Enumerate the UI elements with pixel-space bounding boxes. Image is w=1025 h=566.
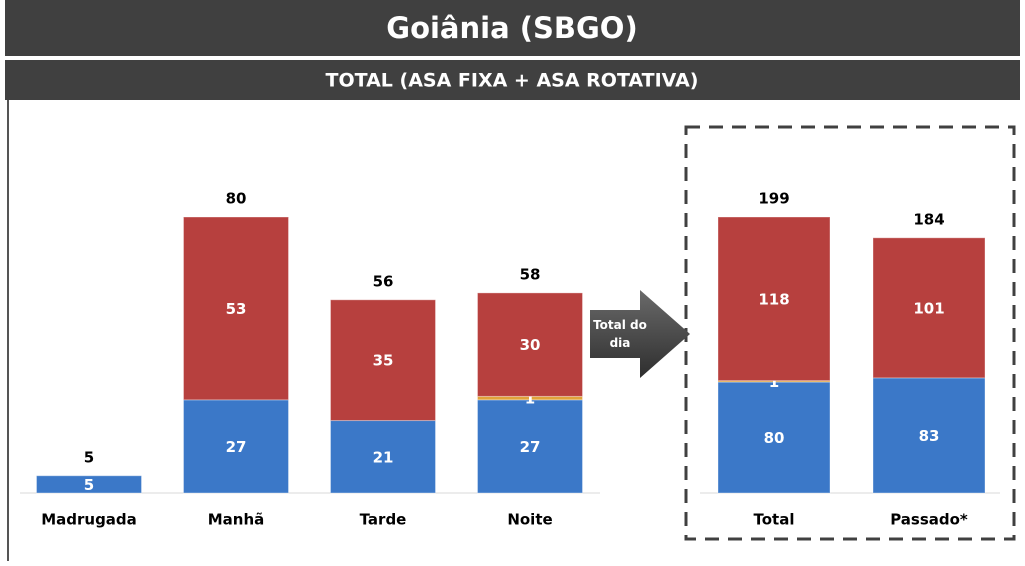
data-label: 5	[84, 476, 94, 494]
bar-segment	[330, 420, 436, 494]
title-bar	[5, 0, 1020, 56]
annotation-text: Total do	[593, 318, 647, 332]
bar-segment	[872, 377, 986, 494]
total-label: 58	[520, 265, 541, 283]
bar-segment	[183, 399, 289, 494]
x-tick-label: Madrugada	[41, 511, 137, 529]
total-label: 184	[913, 210, 944, 228]
data-label: 35	[373, 352, 394, 370]
annotation-text: dia	[610, 336, 631, 350]
bar-segment	[872, 237, 986, 379]
bar-segment	[717, 381, 831, 494]
annotation: Total do dia	[593, 318, 647, 350]
total-label: 5	[84, 448, 94, 466]
data-label: 30	[520, 336, 541, 354]
chart-subtitle: TOTAL (ASA FIXA + ASA ROTATIVA)	[325, 70, 698, 92]
arrow	[590, 290, 690, 378]
data-label: 27	[520, 438, 541, 456]
data-label: 53	[226, 300, 247, 318]
bar-segment	[477, 399, 583, 494]
total-label: 199	[758, 190, 789, 208]
bar-segment	[330, 299, 436, 422]
x-tick-label: Noite	[507, 511, 552, 529]
x-tick-label: Manhã	[208, 511, 265, 529]
x-tick-label: Passado*	[890, 511, 968, 529]
x-tick-label: Tarde	[360, 511, 407, 529]
total-label: 56	[373, 272, 394, 290]
x-tick-label: Total	[754, 511, 795, 529]
data-label: 83	[919, 427, 940, 445]
data-label: 1	[525, 390, 535, 408]
bar-segment	[183, 216, 289, 401]
data-label: 80	[764, 429, 785, 447]
data-label: 1	[769, 373, 779, 391]
chart-title: Goiânia (SBGO)	[386, 11, 637, 45]
data-label: 101	[913, 299, 944, 317]
data-label: 118	[758, 290, 789, 308]
data-label: 27	[226, 438, 247, 456]
subtitle-bar	[5, 60, 1020, 100]
total-label: 80	[226, 190, 247, 208]
bar-segment	[477, 292, 583, 397]
bar-segment	[717, 216, 831, 382]
bar-segment	[36, 475, 142, 494]
data-label: 21	[373, 448, 394, 466]
